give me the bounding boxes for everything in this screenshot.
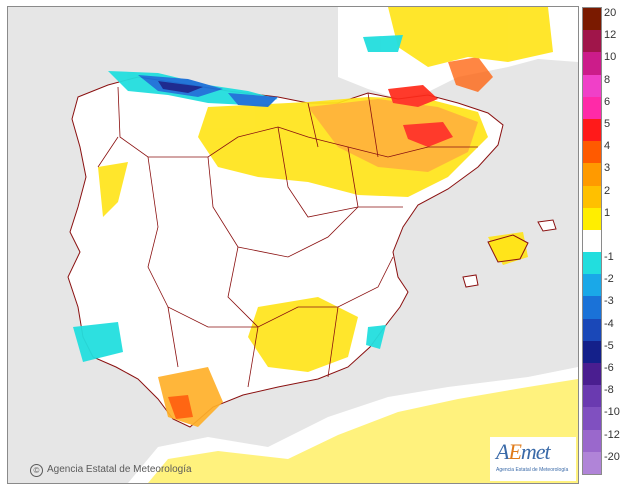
color-legend [582, 7, 602, 475]
copyright-icon: © [30, 464, 43, 477]
legend-tick-label: 12 [604, 29, 617, 42]
legend-swatch [583, 52, 601, 76]
legend-tick-label: -5 [604, 339, 614, 352]
legend-tick-label: 5 [604, 117, 611, 130]
map-frame [7, 6, 579, 484]
legend-tick-label: 8 [604, 73, 611, 86]
legend-swatch [583, 185, 601, 209]
north-africa-anomaly [148, 379, 578, 483]
anomaly-map [8, 7, 578, 483]
copyright-credit: © Agencia Estatal de Meteorología [30, 464, 192, 477]
legend-tick-label: 10 [604, 51, 617, 64]
anomaly-fields [98, 7, 553, 427]
legend-swatch [583, 274, 601, 297]
legend-tick-label: -4 [604, 317, 614, 330]
legend-swatch [583, 8, 601, 31]
legend-swatch [583, 451, 601, 475]
legend-tick-label: 2 [604, 184, 611, 197]
aemet-logo: AEmet Agencia Estatal de Meteorología [490, 437, 576, 481]
legend-swatch [583, 385, 601, 408]
legend-tick-label: -8 [604, 384, 614, 397]
province-borders [97, 86, 478, 388]
legend-swatch [583, 163, 601, 187]
legend-tick-label: -6 [604, 362, 614, 375]
legend-tick-label: 1 [604, 206, 611, 219]
legend-swatch [583, 340, 601, 364]
aemet-logo-word: AEmet [496, 439, 551, 464]
legend-swatch [583, 30, 601, 53]
legend-tick-label: -3 [604, 295, 614, 308]
legend-tick-label: 3 [604, 162, 611, 175]
legend-swatch [583, 96, 601, 120]
legend-swatch [583, 429, 601, 453]
legend-swatch [583, 141, 601, 164]
legend-tick-label: -10 [604, 406, 620, 419]
cold-anomalies [73, 35, 403, 362]
legend-tick-label: -20 [604, 450, 620, 463]
legend-tick-label: 4 [604, 140, 611, 153]
legend-swatch [583, 118, 601, 142]
legend-tick-label: -12 [604, 428, 620, 441]
legend-swatch [583, 407, 601, 431]
legend-tick-label: 20 [604, 7, 617, 19]
legend-swatch [583, 252, 601, 275]
legend-swatch [583, 207, 601, 231]
balearic-islands [487, 234, 529, 263]
legend-tick-label: -2 [604, 273, 614, 286]
credit-text: Agencia Estatal de Meteorología [47, 464, 192, 475]
legend-tick-label: 6 [604, 95, 611, 108]
legend-swatch [583, 229, 601, 253]
legend-swatch [583, 318, 601, 342]
legend-swatch [583, 296, 601, 320]
legend-swatch [583, 363, 601, 386]
legend-tick-label: -1 [604, 251, 614, 264]
aemet-logo-subtitle: Agencia Estatal de Meteorología [496, 467, 569, 473]
legend-swatch [583, 74, 601, 98]
